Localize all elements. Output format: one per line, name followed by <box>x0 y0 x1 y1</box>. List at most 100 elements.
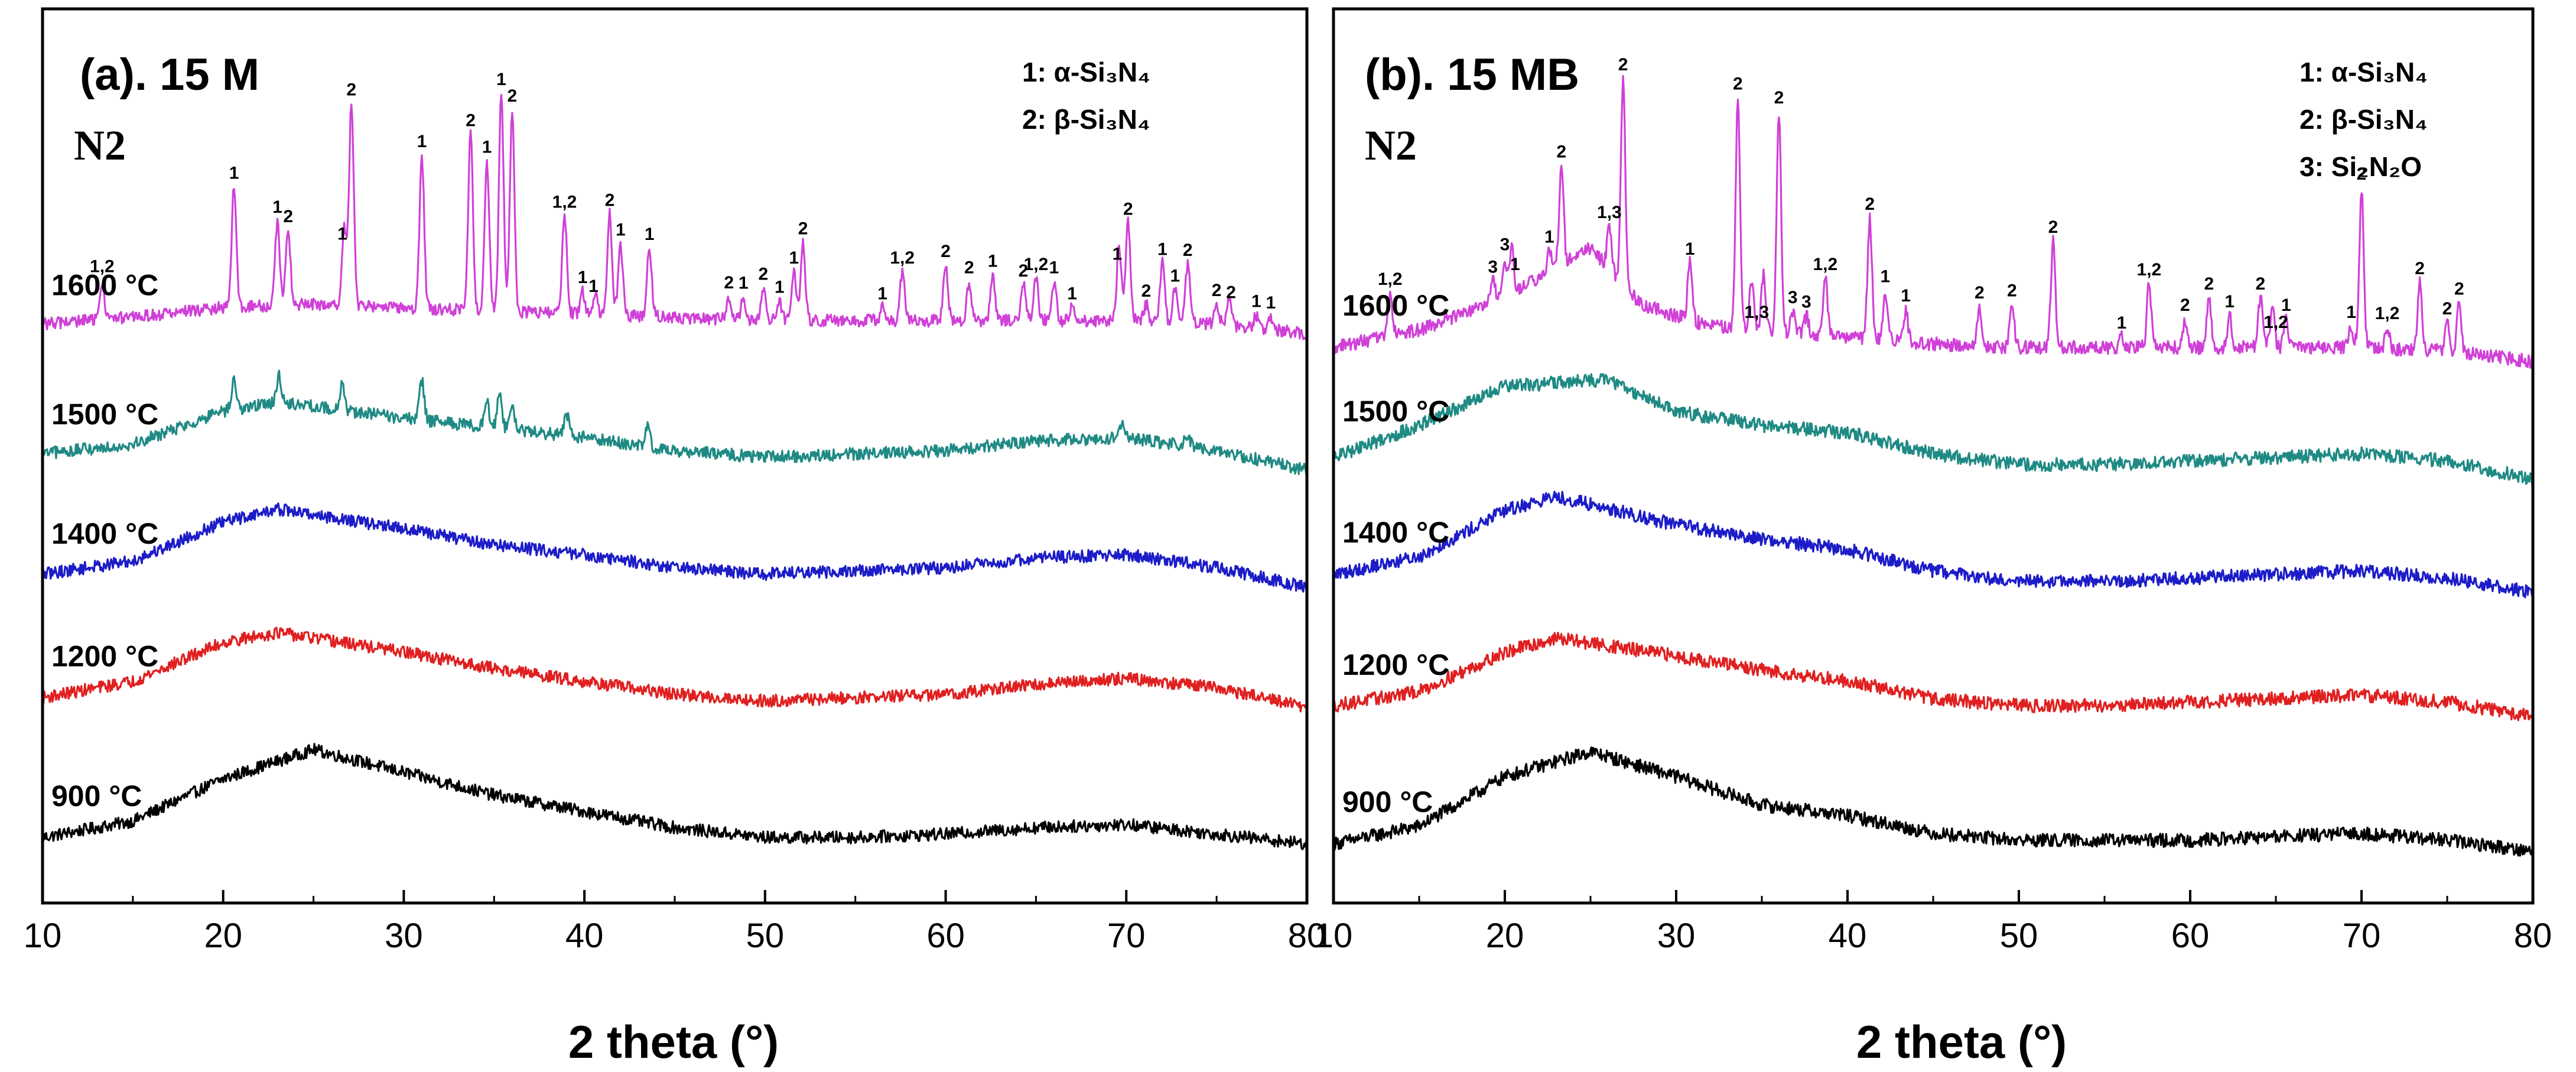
series-line-b-4 <box>1332 74 2534 369</box>
series-temperature-label: 1400 °C <box>51 517 158 550</box>
peak-label: 2 <box>2415 259 2425 278</box>
x-tick-label: 40 <box>1829 917 1867 955</box>
peak-label: 1,2 <box>1813 255 1837 274</box>
peak-label: 1 <box>616 220 626 240</box>
peak-label: 1 <box>1901 286 1911 306</box>
peak-label: 2 <box>1141 281 1152 301</box>
x-tick-label: 50 <box>2000 917 2038 955</box>
peak-label: 1 <box>1067 284 1077 304</box>
peak-label: 2 <box>1123 200 1133 219</box>
panel-b-atmosphere: N2 <box>1365 122 1417 169</box>
series-line-a-4 <box>41 93 1308 340</box>
peak-label: 1 <box>229 163 239 183</box>
series-line-a-0 <box>41 743 1308 850</box>
peak-label: 1 <box>739 274 749 293</box>
peak-label: 2 <box>2442 299 2453 319</box>
peak-label: 1 <box>1685 239 1695 259</box>
x-tick-label: 50 <box>746 917 785 955</box>
peak-label: 1 <box>2346 303 2356 322</box>
peak-label: 1 <box>1266 293 1276 313</box>
x-tick-label: 80 <box>1288 917 1326 955</box>
peak-label: 1,2 <box>2375 304 2400 323</box>
panel-a-x-axis-label: 2 theta (°) <box>568 1016 779 1068</box>
peak-label: 1 <box>1049 258 1059 278</box>
x-tick-label: 10 <box>1315 917 1353 955</box>
peak-label: 1 <box>775 278 785 297</box>
x-tick-label: 10 <box>24 917 62 955</box>
peak-label: 1 <box>2224 292 2235 311</box>
peak-label: 2 <box>758 264 768 284</box>
series-temperature-label: 1400 °C <box>1342 516 1449 549</box>
peak-label: 2 <box>2357 164 2367 184</box>
panel-a: (a). 15 M N2 1: α-Si₃N₄ 2: β-Si₃N₄ 2 the… <box>24 7 1326 1068</box>
peak-label: 1 <box>482 138 492 157</box>
peak-label: 1 <box>496 70 506 89</box>
peak-label: 1 <box>337 225 347 244</box>
x-tick-label: 20 <box>204 917 242 955</box>
peak-label: 2 <box>1226 282 1236 302</box>
series-line-b-2 <box>1332 490 2534 599</box>
peak-label: 1 <box>645 225 655 244</box>
peak-label: 1 <box>789 248 799 268</box>
x-tick-label: 60 <box>926 917 965 955</box>
peak-label: 2 <box>605 191 615 210</box>
peak-label: 1 <box>1510 255 1520 274</box>
peak-label: 1 <box>2281 295 2291 315</box>
peak-label: 3 <box>1500 235 1510 254</box>
peak-label: 2 <box>724 273 734 293</box>
series-temperature-label: 900 °C <box>51 779 142 813</box>
series-line-b-0 <box>1332 746 2534 857</box>
peak-label: 2 <box>1183 241 1193 260</box>
peak-label: 2 <box>2256 274 2266 294</box>
x-tick-label: 70 <box>1107 917 1146 955</box>
series-temperature-label: 900 °C <box>1342 785 1433 818</box>
peak-label: 2 <box>1865 194 1875 214</box>
peak-label: 2 <box>2180 295 2190 315</box>
peak-label: 2 <box>2454 280 2464 299</box>
peak-label: 1,2 <box>1024 255 1049 274</box>
peak-label: 1 <box>1157 240 1167 259</box>
peak-label: 1 <box>877 284 887 304</box>
peak-label: 2 <box>1556 142 1566 162</box>
panel-b-x-axis-label: 2 theta (°) <box>1856 1016 2067 1068</box>
peak-label: 1,2 <box>552 192 577 212</box>
peak-label: 3 <box>1488 258 1498 277</box>
panel-a-title: (a). 15 M <box>80 50 259 100</box>
series-line-b-1 <box>1332 632 2534 722</box>
x-tick-label: 30 <box>1657 917 1696 955</box>
peak-label: 2 <box>2204 274 2214 294</box>
peak-label: 1 <box>1880 267 1890 286</box>
series-line-a-1 <box>41 626 1308 713</box>
peak-label: 3 <box>1801 293 1811 312</box>
peak-label: 1,2 <box>90 257 115 277</box>
peak-label: 1,2 <box>1378 269 1403 289</box>
peak-label: 2 <box>1618 55 1628 74</box>
peak-label: 2 <box>2007 281 2017 301</box>
panel-a-legend-entry: 2: β-Si₃N₄ <box>1022 104 1150 135</box>
peak-label: 1 <box>1113 245 1123 264</box>
peak-label: 3 <box>1788 288 1798 307</box>
x-tick-label: 30 <box>385 917 423 955</box>
peak-label: 1 <box>588 277 599 296</box>
peak-label: 2 <box>1733 74 1743 94</box>
peak-label: 1,3 <box>1597 203 1622 222</box>
peak-label: 2 <box>798 219 808 238</box>
series-line-a-2 <box>41 502 1308 594</box>
peak-label: 1 <box>272 197 282 217</box>
peak-label: 2 <box>2048 217 2058 237</box>
panel-b-legend-entry: 2: β-Si₃N₄ <box>2299 104 2428 135</box>
peak-label: 1 <box>1170 266 1180 285</box>
panel-b-legend-entry: 1: α-Si₃N₄ <box>2299 57 2428 87</box>
peak-label: 2 <box>1212 281 1222 300</box>
peak-label: 2 <box>1774 88 1784 108</box>
peak-label: 2 <box>1019 261 1029 281</box>
x-tick-label: 20 <box>1486 917 1524 955</box>
panel-b-legend-entry: 3: Si₂N₂O <box>2299 151 2422 182</box>
peak-label: 2 <box>1975 283 1985 303</box>
panel-a-atmosphere: N2 <box>74 122 126 169</box>
series-temperature-label: 1500 °C <box>1342 395 1449 428</box>
series-temperature-label: 1600 °C <box>51 269 158 302</box>
